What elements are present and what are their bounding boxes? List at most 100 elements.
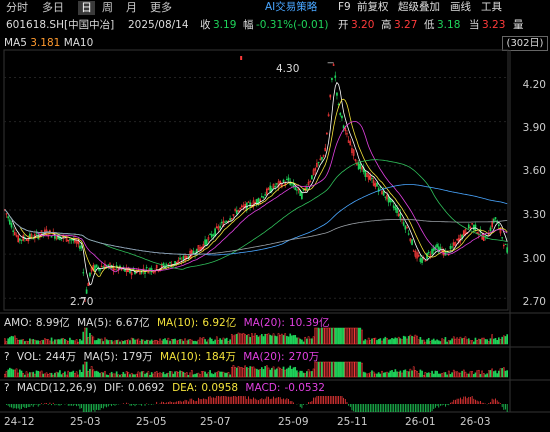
vol-help-icon[interactable]: ? <box>4 351 10 363</box>
candle-body <box>456 238 458 241</box>
amo-bar <box>139 340 141 345</box>
amo-bar <box>10 335 13 345</box>
tab-more[interactable]: 更多 <box>150 1 172 14</box>
tab-multiday[interactable]: 多日 <box>42 1 64 14</box>
vol-bar <box>205 373 208 378</box>
tab-intraday[interactable]: 分时 <box>6 1 28 14</box>
vol-bar <box>296 370 298 378</box>
vol-bar <box>481 370 483 378</box>
amo-label: AMO: <box>4 317 32 329</box>
tab-daily[interactable]: 日 <box>78 1 95 15</box>
adjust-button[interactable]: 前复权 <box>357 1 389 13</box>
vol-legend: ? VOL: 244万 MA(5): 179万 MA(10): 184万 MA(20)… <box>4 349 323 364</box>
amo-bar <box>239 333 241 345</box>
vol-bar <box>144 373 146 378</box>
period-count-box[interactable]: (302日) <box>502 36 548 51</box>
vol-bar <box>77 374 80 378</box>
amo-bar <box>242 332 245 345</box>
vol-bar <box>160 373 163 378</box>
vol-bar <box>127 372 130 378</box>
dif-value: 0.0692 <box>127 382 165 394</box>
candle-body <box>214 228 216 236</box>
candle-body <box>411 239 413 245</box>
vol-bar <box>9 367 11 378</box>
amo-bar <box>234 334 236 345</box>
amo-bar <box>352 327 355 345</box>
vol-bar <box>291 368 293 378</box>
overlay-button[interactable]: 超级叠加 <box>398 1 440 13</box>
candle-body <box>366 172 368 178</box>
vol-bar <box>306 371 308 378</box>
amo-bar <box>129 340 131 345</box>
ai-strategy-link[interactable]: AI交易策略 <box>265 1 318 13</box>
vol-bar <box>117 374 120 378</box>
amo-bar <box>119 341 121 345</box>
amo-bar <box>217 340 220 345</box>
candle-body <box>506 247 508 253</box>
candle-body <box>321 157 323 160</box>
amo-bar <box>451 338 453 345</box>
tab-weekly[interactable]: 周 <box>102 1 113 14</box>
last-value: 3.23 <box>482 19 506 31</box>
vol-bar <box>281 368 283 378</box>
candle-body <box>207 237 210 240</box>
vol-bar <box>189 372 191 378</box>
y-tick-3.30: 3.30 <box>522 209 546 221</box>
amo-bar <box>429 341 432 345</box>
vol-bar <box>332 361 335 378</box>
vol-bar <box>367 373 370 378</box>
amo-bar <box>466 339 468 345</box>
amo-bar <box>165 340 168 345</box>
amo-bar <box>404 336 407 345</box>
amo-bar <box>214 339 216 345</box>
amo-bar <box>224 338 226 345</box>
candle-body <box>309 181 312 183</box>
candle-body <box>499 228 502 234</box>
candle-body <box>407 233 410 235</box>
vol-bar <box>105 374 108 378</box>
amo-bar <box>259 335 262 345</box>
macd-help-icon[interactable]: ? <box>4 382 10 394</box>
draw-line-button[interactable]: 画线 <box>450 1 471 13</box>
amo-bar <box>50 337 53 345</box>
vol-bar <box>339 361 342 378</box>
candle-body <box>235 210 238 215</box>
amo-bar <box>361 329 363 345</box>
vol-bar <box>442 372 445 378</box>
vol-bar <box>261 367 263 378</box>
amo-bar <box>282 335 285 345</box>
candle-body <box>272 183 275 188</box>
vol-bar <box>44 373 46 378</box>
x-tick-26-01: 26-01 <box>405 416 436 428</box>
candle-body <box>386 194 388 200</box>
vol-bar <box>377 372 380 378</box>
vol-bar <box>207 372 210 378</box>
amo-bar <box>124 340 126 345</box>
x-tick-26-03: 26-03 <box>460 416 491 428</box>
f9-button[interactable]: F9 <box>338 1 351 13</box>
vol-bar <box>417 373 420 378</box>
amo-bar <box>17 339 20 345</box>
vol-bar <box>220 371 223 378</box>
vol-bar <box>349 361 352 378</box>
x-tick-25-05: 25-05 <box>136 416 167 428</box>
amo-bar <box>341 327 343 345</box>
vol-bar <box>337 361 340 378</box>
vol-bar <box>352 361 355 378</box>
quote-date: 2025/08/14 <box>128 19 189 31</box>
candle-body <box>492 219 495 223</box>
tools-button[interactable]: 工具 <box>481 1 502 13</box>
vol-bar <box>72 370 75 378</box>
vol-bar <box>489 370 492 378</box>
amo-bar <box>376 340 378 345</box>
amo-bar <box>392 338 395 345</box>
candle-body <box>82 272 85 274</box>
candle-body <box>69 239 71 241</box>
amo-bar <box>190 339 193 345</box>
amo-bar <box>127 339 130 345</box>
candle-body <box>367 174 370 180</box>
tab-monthly[interactable]: 月 <box>126 1 137 14</box>
candle-body <box>254 202 256 204</box>
amo-bar <box>64 339 66 345</box>
